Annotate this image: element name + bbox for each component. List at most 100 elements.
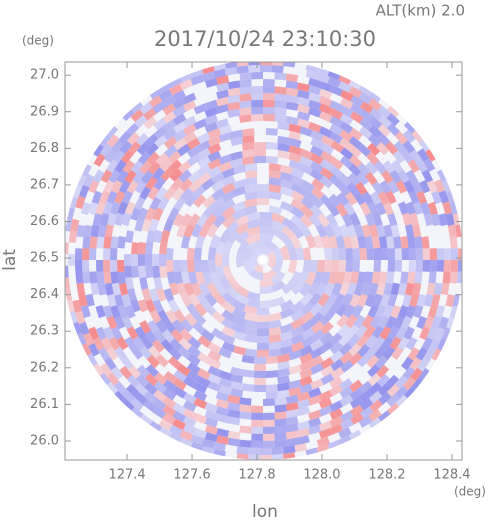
radar-cell: [356, 172, 370, 186]
radar-cell: [290, 214, 305, 229]
radar-cell: [297, 104, 311, 114]
radar-cell: [308, 107, 322, 118]
radar-cell: [274, 432, 287, 441]
radar-cell: [408, 190, 420, 205]
radar-cell: [88, 248, 97, 260]
radar-cell: [173, 309, 186, 324]
radar-cell: [379, 293, 391, 307]
radar-cell: [229, 158, 243, 169]
radar-cell: [248, 447, 261, 455]
radar-cell: [387, 260, 396, 272]
radar-cell: [161, 329, 175, 343]
radar-cell: [358, 380, 373, 394]
radar-cell: [166, 247, 174, 260]
radar-cell: [353, 191, 366, 206]
radar-cell: [100, 169, 113, 183]
radar-cell: [212, 292, 227, 307]
radar-cell: [260, 62, 272, 66]
radar-cell: [386, 123, 400, 137]
radar-cell: [152, 253, 160, 267]
radar-cell: [316, 260, 325, 273]
x-tick-label: 127.4: [108, 468, 145, 483]
radar-cell: [377, 105, 392, 119]
radar-cell: [241, 149, 255, 158]
radar-cell: [403, 326, 415, 340]
radar-cell: [253, 363, 267, 372]
radar-cell: [387, 326, 400, 340]
radar-cell: [277, 368, 291, 377]
radar-cell: [162, 412, 176, 425]
radar-cell: [108, 336, 121, 351]
radar-cell: [441, 180, 451, 193]
radar-cell: [331, 282, 343, 296]
radar-cell: [310, 311, 324, 325]
radar-cell: [265, 128, 278, 136]
radar-cell: [164, 144, 178, 158]
radar-cell: [329, 423, 343, 435]
radar-cell: [206, 223, 219, 238]
radar-cell: [320, 373, 335, 385]
radar-cell: [221, 182, 236, 195]
radar-cell: [274, 397, 287, 406]
radar-cell: [202, 195, 216, 209]
radar-cell: [353, 314, 366, 329]
radar-cell: [246, 219, 261, 229]
radar-cell: [348, 163, 362, 177]
radar-cell: [256, 349, 270, 357]
radar-cell: [329, 100, 344, 112]
radar-cell: [147, 186, 160, 200]
radar-cell: [367, 201, 379, 216]
radar-cell: [82, 260, 90, 272]
radar-cell: [301, 188, 315, 201]
radar-cell: [140, 170, 154, 184]
radar-cell: [253, 155, 267, 164]
radar-cell: [159, 426, 173, 437]
radar-cell: [75, 195, 86, 209]
radar-cell: [197, 147, 211, 160]
radar-cell: [251, 85, 263, 94]
radar-cell: [283, 452, 296, 459]
radar-cell: [130, 346, 144, 360]
radar-cell: [215, 240, 226, 255]
radar-cell: [345, 260, 354, 273]
radar-cell: [287, 246, 298, 260]
radar-cell: [188, 271, 198, 285]
radar-cell: [122, 159, 135, 174]
radar-cell: [121, 190, 133, 205]
radar-cell: [239, 100, 252, 109]
radar-cell: [102, 260, 111, 272]
radar-cell: [401, 356, 414, 371]
radar-cell: [419, 179, 431, 194]
radar-cell: [126, 383, 140, 397]
radar-cell: [263, 99, 275, 108]
radar-cell: [145, 265, 154, 279]
radar-cell: [319, 331, 334, 345]
radar-cell: [193, 194, 207, 208]
radar-cell: [368, 382, 382, 395]
radar-cell: [317, 213, 330, 228]
radar-cell: [415, 347, 428, 361]
radar-cell: [285, 394, 299, 404]
radar-cell: [280, 299, 295, 312]
radar-cell: [222, 240, 234, 255]
radar-cell: [211, 172, 225, 184]
radar-cell: [246, 298, 261, 308]
radar-cell: [408, 260, 416, 272]
radar-cell: [162, 396, 177, 409]
radar-cell: [394, 131, 408, 145]
radar-cell: [69, 310, 79, 324]
radar-cell: [361, 314, 374, 329]
radar-cell: [95, 326, 107, 341]
radar-cell: [218, 370, 232, 381]
radar-cell: [208, 260, 217, 274]
radar-cell: [355, 181, 368, 196]
radar-cell: [443, 248, 451, 260]
radar-cell: [329, 123, 343, 136]
radar-cell: [119, 140, 133, 155]
radar-cell: [117, 201, 129, 215]
radar-cell: [140, 414, 153, 425]
radar-cell: [194, 260, 203, 273]
radar-cell: [163, 186, 176, 201]
radar-cell: [207, 150, 222, 162]
radar-cell: [244, 319, 258, 329]
